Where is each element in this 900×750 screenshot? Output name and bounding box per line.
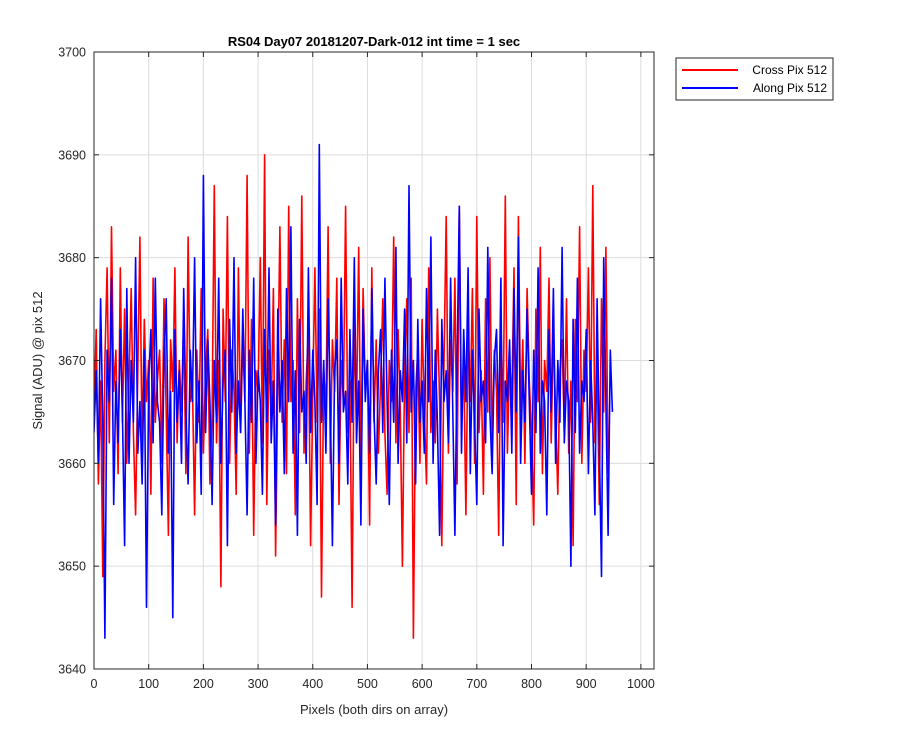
x-tick-label: 600: [412, 677, 433, 691]
x-tick-label: 700: [466, 677, 487, 691]
y-tick-label: 3670: [58, 354, 86, 368]
y-tick-label: 3650: [58, 560, 86, 574]
y-tick-label: 3660: [58, 457, 86, 471]
axis-ticks: 0 100 200 300 400 500 600 700 800 900 1000 3640 3650…: [58, 46, 655, 692]
x-axis-title: Pixels (both dirs on array): [300, 702, 448, 717]
legend-label-along: Along Pix 512: [753, 81, 827, 95]
y-axis-title: Signal (ADU) @ pix 512: [30, 291, 45, 429]
x-tick-label: 100: [138, 677, 159, 691]
x-tick-label: 400: [302, 677, 323, 691]
x-tick-label: 0: [91, 677, 98, 691]
series-line-along: [94, 143, 614, 639]
x-tick-label: 500: [357, 677, 378, 691]
legend-label-cross: Cross Pix 512: [752, 63, 827, 77]
y-tick-label: 3680: [58, 251, 86, 265]
series-lines: [94, 143, 614, 639]
x-tick-label: 300: [248, 677, 269, 691]
y-tick-label: 3640: [58, 663, 86, 677]
chart-title: RS04 Day07 20181207-Dark-012 int time = …: [228, 34, 520, 49]
x-tick-label: 800: [521, 677, 542, 691]
legend: Cross Pix 512 Along Pix 512: [675, 57, 834, 101]
series-line-cross: [94, 154, 609, 639]
x-tick-label: 200: [193, 677, 214, 691]
y-tick-label: 3700: [58, 46, 86, 60]
x-tick-label: 1000: [627, 677, 655, 691]
legend-box: [675, 57, 834, 101]
y-tick-label: 3690: [58, 148, 86, 162]
x-tick-label: 900: [576, 677, 597, 691]
